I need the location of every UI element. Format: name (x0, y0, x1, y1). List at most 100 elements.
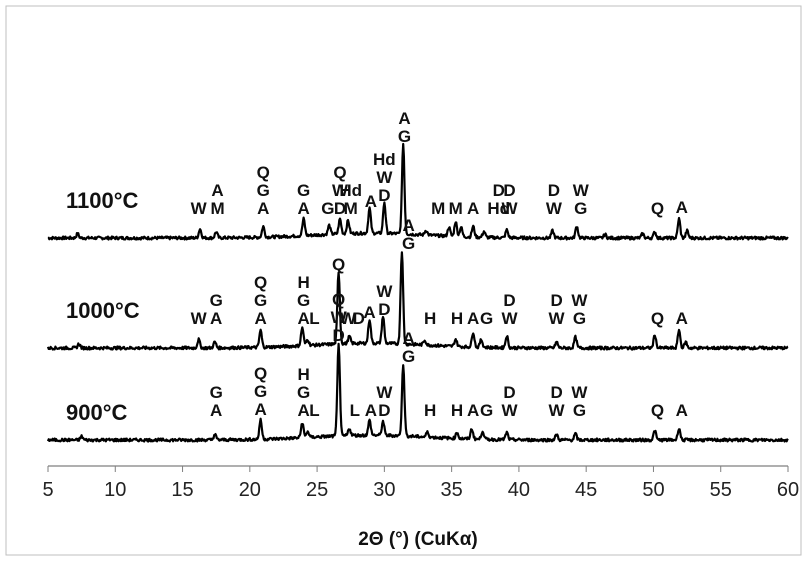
temperature-label: 1100°C (66, 188, 139, 213)
peak-label: M (210, 199, 224, 218)
peak-label: G (398, 127, 411, 146)
peak-label: Q (332, 255, 345, 274)
peak-label: W (191, 199, 208, 218)
peak-label: Q (257, 163, 270, 182)
peak-label: A (211, 181, 223, 200)
chart-border (5, 5, 802, 556)
peak-label: G (573, 309, 586, 328)
x-tick-label: 50 (642, 479, 664, 501)
temperature-label: 1000°C (66, 298, 140, 323)
peak-label: M (449, 199, 463, 218)
peak-label: W (501, 199, 518, 218)
x-tick-label: 5 (42, 479, 53, 501)
peak-label: A (254, 309, 266, 328)
peak-label: Q (254, 364, 267, 383)
peak-label: A (297, 199, 309, 218)
trace-900°C (46, 342, 789, 443)
peak-label: L (309, 309, 319, 328)
x-tick-label: 10 (104, 479, 126, 501)
peak-label: A (210, 309, 222, 328)
peak-label: H (451, 401, 463, 420)
peak-label: G (402, 234, 415, 253)
peak-label: A (467, 309, 479, 328)
peak-label: G (210, 383, 223, 402)
peak-label: D (503, 181, 515, 200)
peak-label: W (191, 309, 208, 328)
peak-label: A (297, 309, 309, 328)
peak-label: A (365, 192, 377, 211)
peak-label: W (571, 383, 588, 402)
peak-label: G (210, 291, 223, 310)
peak-label: G (573, 401, 586, 420)
peak-label: D (334, 199, 346, 218)
peak-label: W (571, 291, 588, 310)
x-tick-label: 55 (710, 479, 732, 501)
peak-label: D (550, 291, 562, 310)
x-tick-label: 25 (306, 479, 328, 501)
peak-label: G (297, 291, 310, 310)
x-tick-label: 15 (171, 479, 193, 501)
peak-label: W (549, 309, 566, 328)
peak-label: D (503, 383, 515, 402)
x-tick-label: 45 (575, 479, 597, 501)
peak-label: Hd (487, 199, 510, 218)
peak-label: H (424, 309, 436, 328)
peak-label: G (480, 401, 493, 420)
trace-1100°C (47, 142, 789, 241)
peak-label: G (297, 181, 310, 200)
peak-label: W (501, 309, 518, 328)
peak-label: W (376, 282, 393, 301)
x-axis-ticks: 5 10 15 20 25 30 35 40 45 50 55 60 (42, 466, 799, 501)
peak-label: Q (254, 273, 267, 292)
peak-label: D (493, 181, 505, 200)
peak-label: A (467, 199, 479, 218)
peak-label: W (501, 401, 518, 420)
peak-label: M (344, 199, 358, 218)
peak-label: A (676, 401, 688, 420)
peak-label: D (550, 383, 562, 402)
peak-label: Hd (339, 181, 362, 200)
peak-label: A (398, 109, 410, 128)
peak-label: Q (333, 163, 346, 182)
peak-label: W (573, 181, 590, 200)
peak-label: D (378, 401, 390, 420)
peak-label: G (480, 309, 493, 328)
peak-label: W (331, 308, 348, 327)
peak-label: A (676, 309, 688, 328)
peak-label: A (676, 198, 688, 217)
peak-label: H (424, 401, 436, 420)
peak-label: A (402, 329, 414, 348)
peak-label: H (297, 273, 309, 292)
peak-label: A (363, 303, 375, 322)
peak-label: W (549, 401, 566, 420)
peak-label: L (350, 401, 360, 420)
peak-label: A (402, 216, 414, 235)
peak-label: Q (651, 199, 664, 218)
x-axis-title: 2Θ (°) (CuKα) (358, 529, 478, 550)
peak-label: M (431, 199, 445, 218)
peak-label: G (574, 199, 587, 218)
peak-label: D (353, 309, 365, 328)
peak-label: G (402, 347, 415, 366)
peak-label: L (309, 401, 319, 420)
peak-label: G (254, 291, 267, 310)
peak-label: Q (651, 309, 664, 328)
peak-label: D (378, 300, 390, 319)
peak-label: A (467, 401, 479, 420)
peak-label: H (297, 365, 309, 384)
peak-label: Q (332, 290, 345, 309)
peak-label: A (254, 400, 266, 419)
peak-label: D (378, 186, 390, 205)
peak-label: W (376, 383, 393, 402)
temperature-label: 900°C (66, 400, 128, 425)
peak-label: G (321, 199, 334, 218)
peak-label: A (297, 401, 309, 420)
temperature-labels: 1100°C 1000°C 900°C (66, 188, 140, 425)
peak-label: D (548, 181, 560, 200)
x-tick-label: 20 (239, 479, 261, 501)
peak-label: D (503, 291, 515, 310)
peak-label: Hd (373, 150, 396, 169)
peak-label: Q (651, 401, 664, 420)
